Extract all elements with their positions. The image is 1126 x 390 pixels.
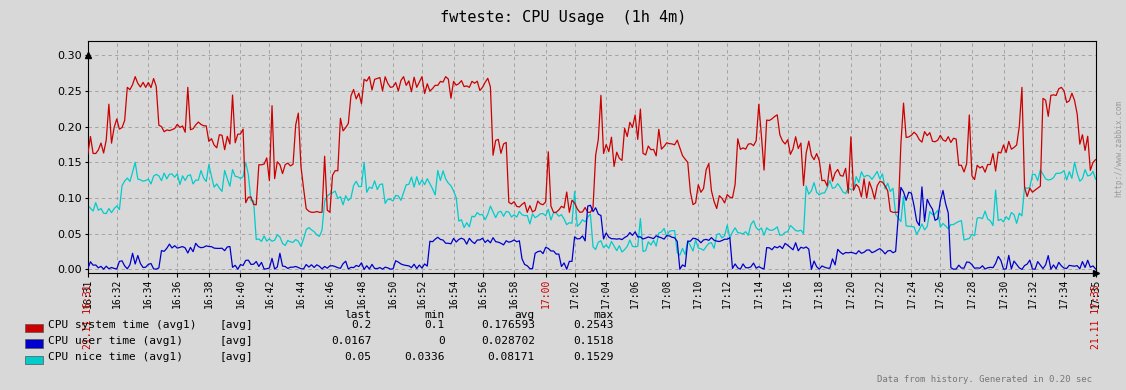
Text: last: last (345, 310, 372, 320)
Text: max: max (593, 310, 614, 320)
Text: min: min (425, 310, 445, 320)
Text: 0.2543: 0.2543 (573, 320, 614, 330)
Text: http://www.zabbix.com: http://www.zabbix.com (1115, 99, 1124, 197)
Text: avg: avg (515, 310, 535, 320)
Text: 0: 0 (438, 336, 445, 346)
Text: CPU nice time (avg1): CPU nice time (avg1) (48, 352, 184, 362)
Text: CPU user time (avg1): CPU user time (avg1) (48, 336, 184, 346)
Text: 0.1: 0.1 (425, 320, 445, 330)
Text: [avg]: [avg] (220, 352, 253, 362)
Text: 21.11 16:31: 21.11 16:31 (83, 285, 92, 349)
Text: 0.028702: 0.028702 (481, 336, 535, 346)
Text: 0.0167: 0.0167 (331, 336, 372, 346)
Text: 0.08171: 0.08171 (488, 352, 535, 362)
Text: 0.2: 0.2 (351, 320, 372, 330)
Text: Data from history. Generated in 0.20 sec: Data from history. Generated in 0.20 sec (877, 375, 1092, 384)
Text: 0.1529: 0.1529 (573, 352, 614, 362)
Text: [avg]: [avg] (220, 320, 253, 330)
Text: 0.1518: 0.1518 (573, 336, 614, 346)
Text: [avg]: [avg] (220, 336, 253, 346)
Text: CPU system time (avg1): CPU system time (avg1) (48, 320, 197, 330)
Text: 0.0336: 0.0336 (404, 352, 445, 362)
Text: 0.05: 0.05 (345, 352, 372, 362)
Text: 21.11 17:35: 21.11 17:35 (1091, 285, 1100, 349)
Text: 0.176593: 0.176593 (481, 320, 535, 330)
Text: fwteste: CPU Usage  (1h 4m): fwteste: CPU Usage (1h 4m) (440, 10, 686, 25)
